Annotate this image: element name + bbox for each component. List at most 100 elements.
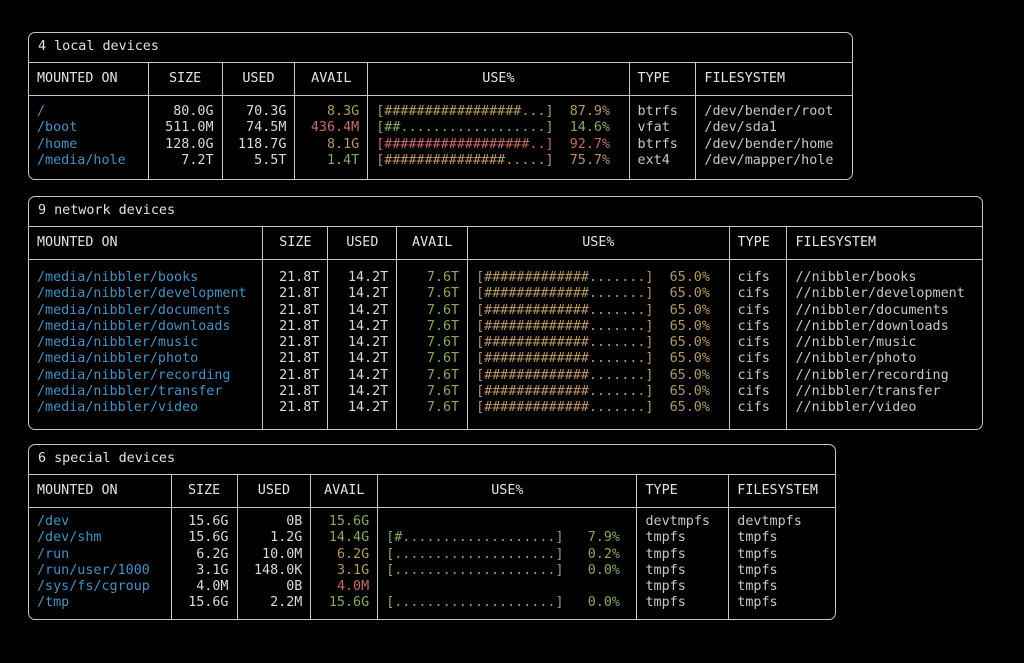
cell-use: [#############.......] 65.0% — [476, 384, 710, 400]
cell-use: [#############.......] 65.0% — [476, 286, 710, 302]
cell-mount: /media/nibbler/books — [37, 270, 199, 285]
cell-use: [#############.......] 65.0% — [476, 318, 710, 334]
cell-avail: 7.6T — [426, 302, 460, 318]
cell-size: 21.8T — [279, 270, 320, 285]
cell-size: 21.8T — [279, 335, 320, 351]
cell-filesystem: tmpfs — [737, 595, 778, 611]
cell-use — [386, 514, 628, 530]
column-header-size: SIZE — [149, 63, 223, 95]
cell-used: 14.2T — [347, 400, 389, 416]
cell-size: 21.8T — [279, 384, 320, 400]
cell-avail: 7.6T — [426, 367, 460, 383]
table-body: /media/nibbler/books/media/nibbler/devel… — [29, 260, 982, 429]
cell-type: devtmpfs — [645, 514, 710, 529]
column-mount: /media/nibbler/books/media/nibbler/devel… — [29, 260, 264, 429]
cell-size: 128.0G — [165, 136, 214, 152]
column-header-used: USED — [328, 227, 398, 259]
column-avail: 15.6G 14.4G 6.2G 3.1G 4.0M 15.6G — [311, 508, 379, 619]
cell-type: tmpfs — [645, 562, 686, 578]
cell-mount: /media/nibbler/video — [37, 400, 199, 416]
column-used: 70.3G 74.5M 118.7G 5.5T — [223, 96, 296, 179]
column-header-type: TYPE — [630, 63, 697, 95]
cell-use: [#...................] 7.9% — [386, 530, 620, 546]
cell-size: 7.2T — [181, 152, 214, 168]
column-header-size: SIZE — [172, 475, 238, 507]
cell-filesystem: //nibbler/photo — [795, 351, 917, 367]
cell-mount: /run — [37, 546, 70, 562]
column-header-avail: AVAIL — [311, 475, 379, 507]
cell-used: 14.2T — [347, 384, 389, 400]
cell-use: [....................] 0.0% — [386, 595, 620, 611]
cell-type: btrfs — [637, 136, 678, 152]
cell-avail: 4.0M — [336, 579, 370, 595]
cell-used: 148.0K — [253, 562, 303, 578]
cell-type: vfat — [637, 120, 670, 136]
column-mount: /dev/dev/shm/run/run/user/1000/sys/fs/cg… — [29, 508, 172, 619]
cell-filesystem: devtmpfs — [737, 514, 802, 529]
cell-mount: / — [37, 104, 46, 119]
cell-type: cifs — [737, 270, 770, 285]
cell-use: [#############.......] 65.0% — [476, 367, 710, 383]
column-header-use: USE% — [368, 63, 630, 95]
cell-filesystem: //nibbler/books — [795, 270, 917, 285]
column-header-filesystem: FILESYSTEM — [704, 70, 786, 86]
cell-use: [#################...] 87.9% — [376, 104, 611, 119]
cell-use: [#############.......] 65.0% — [476, 270, 710, 285]
cell-type: cifs — [737, 367, 770, 383]
cell-type: cifs — [737, 400, 770, 416]
cell-used: 1.2G — [270, 530, 303, 546]
column-type: btrfs vfat btrfs ext4 — [630, 96, 697, 179]
table-header-row: MOUNTED ON SIZE USED AVAIL USE% TYPE FILESYSTE… — [29, 227, 982, 260]
cell-mount: /media/nibbler/music — [37, 335, 199, 351]
column-header-use: USE% — [378, 475, 638, 507]
cell-use: [#############.......] 65.0% — [476, 351, 710, 367]
column-used: 0B 1.2G 10.0M 148.0K 0B 2.2M — [238, 508, 312, 619]
cell-filesystem: /dev/bender/home — [704, 136, 834, 152]
cell-use: [##..................] 14.6% — [376, 120, 611, 136]
column-header-avail: AVAIL — [397, 227, 469, 259]
cell-used: 5.5T — [254, 152, 287, 168]
cell-used: 14.2T — [347, 335, 389, 351]
cell-avail: 8.3G — [326, 104, 360, 119]
cell-type: cifs — [737, 351, 770, 367]
column-header-size: SIZE — [263, 227, 329, 259]
table-header-row: MOUNTED ON SIZE USED AVAIL USE% TYPE FILESYSTE… — [29, 475, 835, 508]
cell-filesystem: //nibbler/transfer — [795, 384, 941, 400]
cell-avail: 3.1G — [336, 562, 370, 578]
cell-used: 2.2M — [270, 595, 303, 611]
cell-use: [###############.....] 75.7% — [376, 152, 611, 168]
special-devices-table: 6 special devices MOUNTED ON SIZE USED AVAI… — [28, 444, 836, 620]
cell-mount: /media/nibbler/recording — [37, 367, 231, 383]
column-use: [#...................] 7.9% [............… — [378, 508, 638, 619]
cell-filesystem: /dev/mapper/hole — [704, 152, 834, 168]
cell-size: 80.0G — [173, 104, 214, 119]
cell-filesystem: tmpfs — [737, 530, 778, 546]
cell-avail: 15.6G — [328, 514, 370, 529]
cell-mount: /boot — [37, 120, 78, 136]
cell-mount: /tmp — [37, 595, 70, 611]
column-type: cifs cifs cifs cifs cifs cifs cifs cifs cifs — [730, 260, 788, 429]
cell-type: tmpfs — [645, 546, 686, 562]
cell-used: 14.2T — [347, 318, 389, 334]
column-header-used: USED — [238, 475, 312, 507]
cell-avail: 7.6T — [426, 384, 460, 400]
cell-filesystem: tmpfs — [737, 562, 778, 578]
cell-avail: 14.4G — [328, 530, 370, 546]
cell-type: tmpfs — [645, 530, 686, 546]
cell-avail: 6.2G — [336, 546, 370, 562]
column-size: 21.8T 21.8T 21.8T 21.8T 21.8T 21.8T 21.8T 21.8T… — [263, 260, 329, 429]
cell-filesystem: tmpfs — [737, 579, 778, 595]
column-header-filesystem: FILESYSTEM — [795, 234, 877, 250]
cell-type: cifs — [737, 384, 770, 400]
column-filesystem: //nibbler/books//nibbler/development//ni… — [787, 260, 982, 429]
cell-used: 0B — [286, 514, 303, 529]
column-use: [#################...] 87.9% [##.........… — [368, 96, 630, 179]
cell-avail: 15.6G — [328, 595, 370, 611]
table-header-row: MOUNTED ON SIZE USED AVAIL USE% TYPE FILESYSTE… — [29, 63, 852, 96]
cell-type: cifs — [737, 286, 770, 302]
cell-filesystem: //nibbler/documents — [795, 302, 949, 318]
column-filesystem: /dev/bender/root/dev/sda1/dev/bender/hom… — [696, 96, 852, 179]
cell-size: 21.8T — [279, 400, 320, 416]
column-header-used: USED — [223, 63, 296, 95]
table-title: 9 network devices — [29, 197, 982, 227]
